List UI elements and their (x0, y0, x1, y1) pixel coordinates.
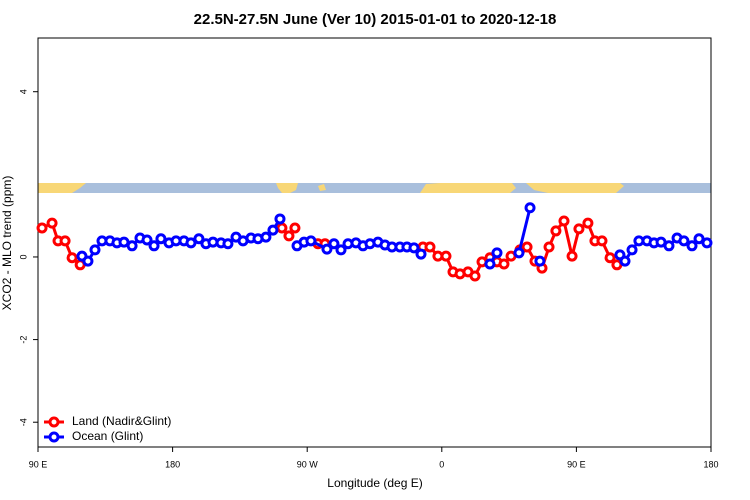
data-point (558, 215, 570, 227)
data-point (611, 259, 623, 271)
data-point (36, 222, 48, 234)
data-point (678, 235, 690, 247)
data-point (693, 233, 705, 245)
x-axis-label: Longitude (deg E) (327, 476, 422, 490)
data-point (59, 235, 71, 247)
data-point (543, 241, 555, 253)
data-point (126, 240, 138, 252)
data-point (701, 237, 713, 249)
x-tick-label: 90 E (29, 459, 48, 469)
legend-marker (48, 416, 60, 428)
x-tick-label: 90 E (567, 459, 586, 469)
data-point (66, 252, 78, 264)
data-point (415, 248, 427, 260)
data-point (524, 202, 536, 214)
data-point (193, 233, 205, 245)
y-tick-label: 0 (18, 254, 28, 259)
data-point (321, 243, 333, 255)
data-point (408, 242, 420, 254)
data-point (469, 270, 481, 282)
data-point (141, 234, 153, 246)
y-tick-label: -4 (18, 418, 28, 426)
y-tick-label: -2 (18, 336, 28, 344)
legend: Land (Nadir&Glint)Ocean (Glint) (44, 414, 171, 443)
x-tick-label: 180 (165, 459, 180, 469)
land-ocean-strip (38, 183, 711, 193)
x-tick-label: 180 (703, 459, 718, 469)
data-point (498, 258, 510, 270)
data-point (155, 233, 167, 245)
data-point (550, 225, 562, 237)
x-tick-label: 0 (439, 459, 444, 469)
data-point (148, 240, 160, 252)
data-point (582, 217, 594, 229)
data-point (596, 235, 608, 247)
data-point (619, 255, 631, 267)
data-point (566, 250, 578, 262)
data-point (89, 244, 101, 256)
data-point (440, 250, 452, 262)
data-point (626, 244, 638, 256)
data-point (534, 255, 546, 267)
data-point (521, 241, 533, 253)
data-point (283, 230, 295, 242)
data-point (686, 240, 698, 252)
legend-label: Land (Nadir&Glint) (72, 414, 171, 428)
data-point (289, 222, 301, 234)
x-tick-label: 90 W (297, 459, 319, 469)
data-point (484, 258, 496, 270)
data-point (185, 237, 197, 249)
data-point (335, 244, 347, 256)
legend-marker (48, 431, 60, 443)
data-point (118, 236, 130, 248)
data-point (328, 238, 340, 250)
data-point (491, 247, 503, 259)
data-point (267, 224, 279, 236)
data-point (424, 241, 436, 253)
data-point (260, 231, 272, 243)
data-point (573, 223, 585, 235)
y-tick-label: 4 (18, 89, 28, 94)
data-point (663, 240, 675, 252)
legend-label: Ocean (Glint) (72, 429, 143, 443)
chart-title: 22.5N-27.5N June (Ver 10) 2015-01-01 to … (194, 11, 557, 28)
data-point (276, 222, 288, 234)
data-point (604, 252, 616, 264)
data-point (82, 255, 94, 267)
data-point (222, 238, 234, 250)
y-axis-label: XCO2 - MLO trend (ppm) (0, 176, 14, 311)
data-point (305, 235, 317, 247)
data-point (513, 247, 525, 259)
data-point (46, 217, 58, 229)
data-point (274, 213, 286, 225)
